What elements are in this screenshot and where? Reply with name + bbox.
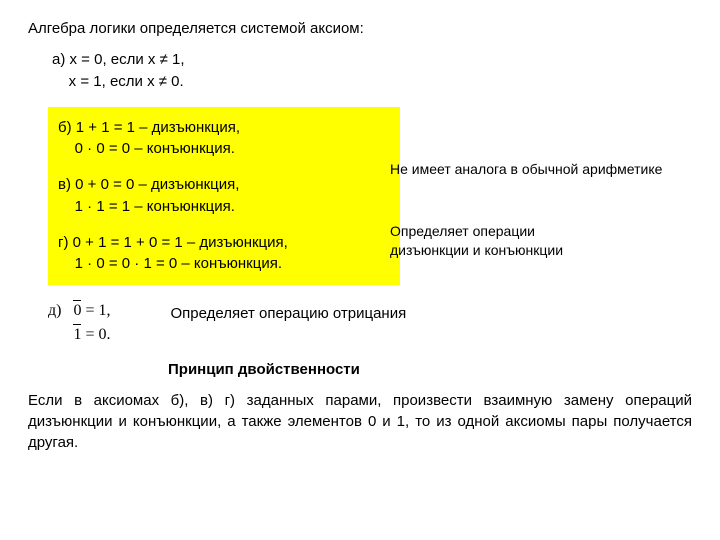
axiom-d-eq2-post: = 0. — [81, 326, 110, 343]
axioms-highlight-box: б) 1 + 1 = 1 – дизъюнкция, 0 · 0 = 0 – к… — [48, 107, 400, 286]
axiom-a-line1: а) x = 0, если x ≠ 1, — [52, 49, 692, 71]
axiom-g: г) 0 + 1 = 1 + 0 = 1 – дизъюнкция, 1 · 0… — [58, 232, 386, 276]
side-note-operations: Определяет операции дизъюнкции и конъюнк… — [390, 222, 662, 261]
axiom-d-eq1-post: = 1, — [81, 302, 110, 319]
axiom-v-line2: 1 · 1 = 1 – конъюнкция. — [58, 196, 386, 218]
axiom-b-line1: б) 1 + 1 = 1 – дизъюнкция, — [58, 117, 386, 139]
axiom-v-line1: в) 0 + 0 = 0 – дизъюнкция, — [58, 174, 386, 196]
side-note-operations-line1: Определяет операции — [390, 222, 662, 242]
axiom-d-eq2-bar: 1 — [73, 323, 81, 347]
side-note-arithmetic: Не имеет аналога в обычной арифметике — [390, 160, 662, 180]
side-notes: Не имеет аналога в обычной арифметике Оп… — [390, 160, 662, 261]
axiom-a: а) x = 0, если x ≠ 1, x = 1, если x ≠ 0. — [52, 49, 692, 93]
side-note-operations-line2: дизъюнкции и конъюнкции — [390, 241, 662, 261]
axiom-d-label: д) — [48, 302, 61, 319]
axiom-g-line2: 1 · 0 = 0 · 1 = 0 – конъюнкция. — [58, 253, 386, 275]
axiom-d-eq1-bar: 0 — [73, 299, 81, 323]
duality-text: Если в аксиомах б), в) г) заданных парам… — [28, 390, 692, 453]
axiom-d-note: Определяет операцию отрицания — [171, 305, 407, 322]
axiom-g-line1: г) 0 + 1 = 1 + 0 = 1 – дизъюнкция, — [58, 232, 386, 254]
axiom-a-line2: x = 1, если x ≠ 0. — [52, 71, 692, 93]
axiom-v: в) 0 + 0 = 0 – дизъюнкция, 1 · 1 = 1 – к… — [58, 174, 386, 218]
axiom-b-line2: 0 · 0 = 0 – конъюнкция. — [58, 138, 386, 160]
axiom-d: д) 0 = 1, д) 1 = 0. Определяет операцию … — [48, 299, 692, 347]
duality-title: Принцип двойственности — [168, 361, 692, 378]
axiom-b: б) 1 + 1 = 1 – дизъюнкция, 0 · 0 = 0 – к… — [58, 117, 386, 161]
page-title: Алгебра логики определяется системой акс… — [28, 20, 692, 37]
